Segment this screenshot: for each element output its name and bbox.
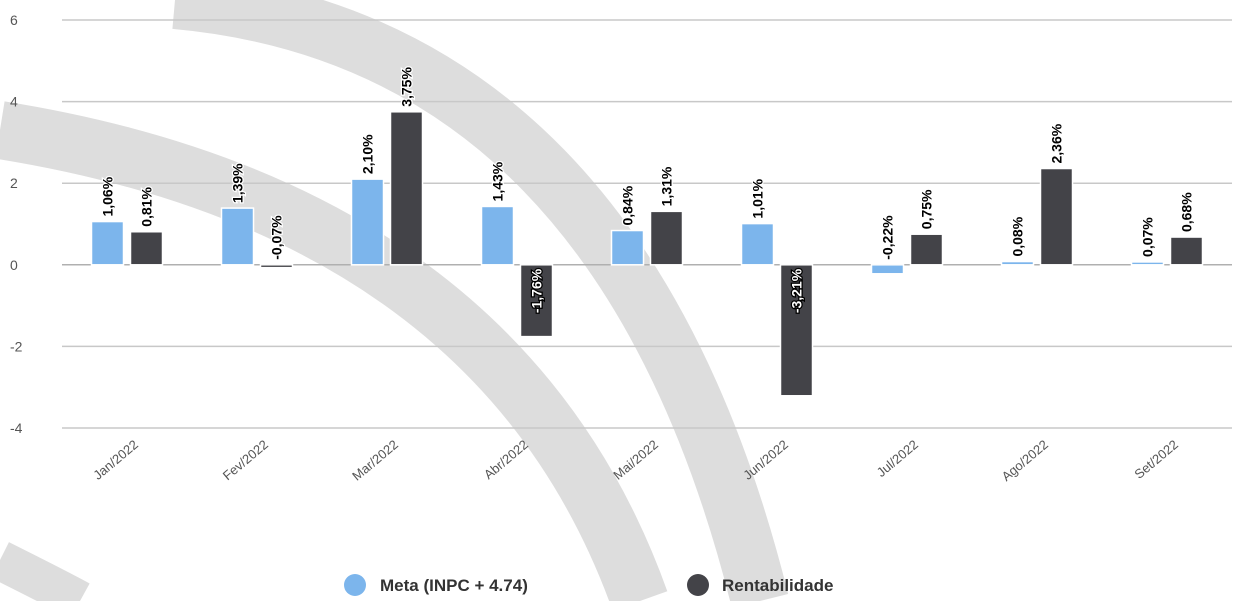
data-label: 1,06% bbox=[100, 176, 116, 216]
data-label: 0,81% bbox=[139, 187, 155, 227]
legend-marker bbox=[344, 574, 366, 596]
meta-bar[interactable] bbox=[870, 264, 905, 275]
y-tick-label: -2 bbox=[10, 338, 23, 354]
data-label: 1,31% bbox=[659, 166, 675, 206]
data-label: -3,21% bbox=[789, 268, 805, 313]
rentabilidade-bar[interactable] bbox=[519, 264, 554, 338]
y-tick-label: 6 bbox=[10, 12, 18, 28]
data-label: -0,07% bbox=[269, 215, 285, 260]
legend-label: Meta (INPC + 4.74) bbox=[380, 576, 528, 595]
legend-item[interactable]: Meta (INPC + 4.74) bbox=[344, 574, 528, 596]
y-tick-label: -4 bbox=[10, 420, 23, 436]
x-tick-label: Mar/2022 bbox=[349, 437, 401, 484]
rentabilidade-bar[interactable] bbox=[129, 231, 164, 266]
data-label: 2,36% bbox=[1049, 123, 1065, 163]
legend-item[interactable]: Rentabilidade bbox=[687, 574, 833, 596]
y-tick-label: 4 bbox=[10, 94, 18, 110]
y-tick-label: 0 bbox=[10, 257, 18, 273]
data-label: 3,75% bbox=[399, 67, 415, 107]
rentabilidade-bar[interactable] bbox=[1169, 236, 1204, 266]
rentabilidade-bar[interactable] bbox=[389, 111, 424, 266]
x-axis-labels: Jan/2022 Fev/2022 Mar/2022 Abr/2022 Mai/2022… bbox=[90, 437, 1181, 484]
meta-bar[interactable] bbox=[480, 205, 515, 266]
bar-series bbox=[90, 111, 1204, 397]
background-watermark bbox=[0, 0, 789, 601]
rentabilidade-bar[interactable] bbox=[259, 264, 294, 269]
data-label: 0,68% bbox=[1179, 192, 1195, 232]
x-tick-label: Set/2022 bbox=[1131, 437, 1181, 482]
meta-bar[interactable] bbox=[220, 207, 255, 266]
rentabilidade-bar[interactable] bbox=[649, 210, 684, 266]
data-label: 0,84% bbox=[620, 185, 636, 225]
legend[interactable]: Meta (INPC + 4.74) Rentabilidade bbox=[344, 574, 833, 596]
x-tick-label: Jan/2022 bbox=[90, 437, 141, 483]
meta-bar[interactable] bbox=[90, 220, 125, 266]
meta-bar[interactable] bbox=[350, 178, 385, 266]
rentabilidade-bar[interactable] bbox=[779, 264, 814, 397]
x-tick-label: Fev/2022 bbox=[220, 437, 271, 483]
x-tick-label: Abr/2022 bbox=[481, 437, 531, 482]
rentabilidade-bar[interactable] bbox=[1039, 167, 1074, 266]
data-label: 0,75% bbox=[919, 189, 935, 229]
legend-marker bbox=[687, 574, 709, 596]
gridlines bbox=[62, 19, 1232, 429]
meta-bar[interactable] bbox=[610, 229, 645, 266]
y-tick-label: 2 bbox=[10, 175, 18, 191]
data-labels: 1,06% 0,81% 1,39% -0,07% 2,10% 3,75% 1,43% -1,7… bbox=[98, 65, 1196, 314]
data-label: 0,07% bbox=[1140, 217, 1156, 257]
data-label: -0,22% bbox=[880, 215, 896, 260]
data-label: 2,10% bbox=[360, 134, 376, 174]
meta-bar[interactable] bbox=[740, 222, 775, 266]
data-label: -1,76% bbox=[529, 268, 545, 313]
x-tick-label: Mai/2022 bbox=[610, 437, 661, 483]
data-label: 1,43% bbox=[490, 161, 506, 201]
legend-label: Rentabilidade bbox=[722, 576, 833, 595]
data-label: 0,08% bbox=[1010, 216, 1026, 256]
x-tick-label: Ago/2022 bbox=[999, 437, 1051, 484]
meta-bar[interactable] bbox=[1130, 261, 1165, 266]
x-tick-label: Jun/2022 bbox=[740, 437, 791, 483]
data-label: 1,01% bbox=[750, 178, 766, 218]
data-label: 1,39% bbox=[230, 163, 246, 203]
meta-bar[interactable] bbox=[1000, 260, 1035, 266]
rentabilidade-bar[interactable] bbox=[909, 233, 944, 266]
x-tick-label: Jul/2022 bbox=[874, 437, 921, 480]
y-axis-ticks: 6 4 2 0 -2 -4 bbox=[10, 12, 23, 436]
